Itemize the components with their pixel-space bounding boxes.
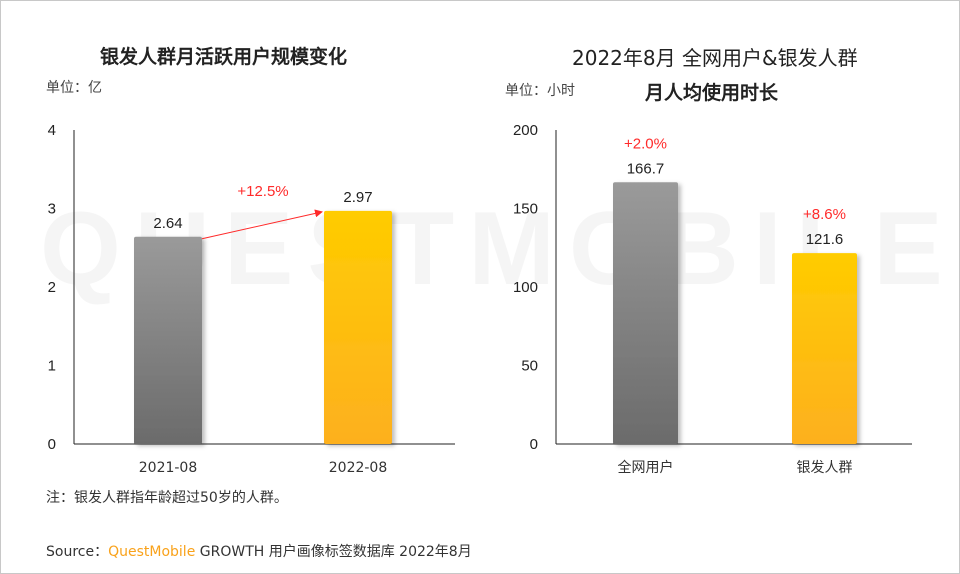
y-tick-label: 3 <box>48 201 56 218</box>
data-label: 2.64 <box>153 215 182 232</box>
growth-label: +12.5% <box>237 183 288 200</box>
y-tick-label: 0 <box>48 436 56 453</box>
y-tick-label: 50 <box>521 358 538 375</box>
x-tick-label: 银发人群 <box>797 460 853 476</box>
y-tick-label: 200 <box>513 122 538 139</box>
chart1-title: 银发人群月活跃用户规模变化 <box>100 46 348 68</box>
x-tick-label: 全网用户 <box>618 459 674 476</box>
bar-2022-08 <box>324 210 392 444</box>
growth-label: +8.6% <box>803 206 846 223</box>
growth-arrow <box>201 209 323 240</box>
source-label: Source： <box>46 544 109 560</box>
x-tick-label: 2022-08 <box>329 460 388 476</box>
x-tick-label: 2021-08 <box>139 460 198 476</box>
growth-label: +2.0% <box>624 135 667 152</box>
chart1-unit: 单位：亿 <box>46 80 102 96</box>
footnote: 注：银发人群指年龄超过50岁的人群。 <box>46 490 288 506</box>
y-tick-label: 4 <box>48 122 56 139</box>
y-tick-label: 2 <box>48 279 56 296</box>
bar-全网用户 <box>613 182 678 444</box>
source-text: GROWTH 用户画像标签数据库 2022年8月 <box>199 544 472 560</box>
data-label: 121.6 <box>806 231 844 248</box>
source-brand: QuestMobile <box>108 544 196 560</box>
y-tick-label: 100 <box>513 279 538 296</box>
chart2-unit: 单位：小时 <box>505 83 575 99</box>
y-tick-label: 0 <box>530 436 538 453</box>
source-line: Source：QuestMobile GROWTH 用户画像标签数据库 2022… <box>46 541 472 561</box>
bar-2021-08 <box>134 236 202 444</box>
chart2-title: 2022年8月 全网用户&银发人群 <box>572 46 858 70</box>
y-tick-label: 150 <box>513 201 538 218</box>
chart2-title-line2: 月人均使用时长 <box>645 82 779 104</box>
data-label: 2.97 <box>343 189 372 206</box>
data-label: 166.7 <box>627 160 665 177</box>
bar-银发人群 <box>792 253 857 444</box>
y-tick-label: 1 <box>48 358 56 375</box>
